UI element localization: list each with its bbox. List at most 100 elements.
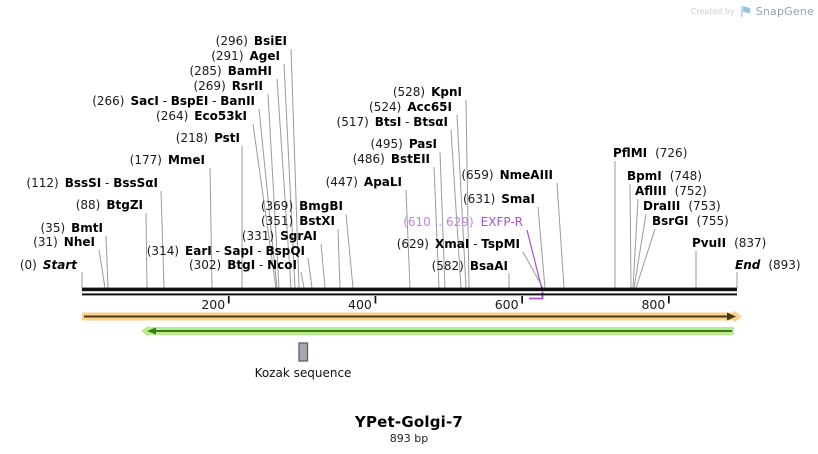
enzyme-name: NmeAIII [499, 168, 553, 182]
primer-leader-EXFP-R [526, 229, 544, 292]
leader-line-NheI [98, 249, 106, 289]
map-length-label: 893 bp [389, 432, 429, 445]
enzyme-name: End [735, 258, 761, 272]
primer-range: (610 .. 629) [403, 215, 474, 229]
snapgene-watermark: Created by SnapGene [691, 5, 814, 18]
site-label-BsiEI: (296) BsiEI [216, 35, 287, 48]
enzyme-name: PasI [408, 137, 437, 151]
site-label-BtgI-NcoI: (302) BtgI - NcoI [189, 259, 297, 272]
primer-label-EXFP-R: (610 .. 629) EXFP-R [403, 216, 523, 229]
site-position: (369) [260, 199, 294, 213]
leader-line-BstXI [337, 228, 341, 289]
enzyme-name: BamHI [227, 64, 272, 78]
site-label-DraIII: DraIII (753) [643, 200, 721, 213]
site-position: (266) [92, 94, 125, 108]
primer-name: EXFP-R [480, 215, 523, 229]
leader-line-BpmI [629, 183, 632, 289]
leader-line-Acc65I [456, 114, 467, 289]
site-position: (629) [396, 237, 429, 251]
site-label-BmtI: (35) BmtI [41, 222, 104, 235]
site-position: (291) [211, 49, 244, 63]
site-label-SgrAI: (331) SgrAI [242, 230, 317, 243]
site-position: (582) [431, 259, 464, 273]
site-label-BtsI-BtsαI: (517) BtsI - BtsαI [337, 116, 448, 129]
enzyme-name: BspQI [265, 244, 305, 258]
site-position: (302) [188, 258, 222, 272]
green-track-arrowhead [147, 327, 156, 335]
site-position: (35) [40, 221, 66, 235]
site-label-BsaAI: (582) BsaAI [432, 260, 508, 273]
site-label-PvuII: PvuII (837) [692, 237, 766, 250]
enzyme-name: BsrGI [652, 214, 689, 228]
site-position: (314) [146, 244, 180, 258]
enzyme-name: AgeI [249, 49, 280, 63]
site-position: (517) [336, 115, 369, 129]
leader-line-BtsI [450, 129, 462, 289]
site-position: (269) [193, 79, 226, 93]
site-position: (264) [156, 109, 189, 123]
site-position: (524) [369, 100, 402, 114]
created-by-text: Created by [690, 7, 735, 16]
orange-track-arrowhead [727, 312, 736, 321]
site-label-EarI-SapI-BspQI: (314) EarI - SapI - BspQI [147, 245, 305, 258]
site-label-NheI: (31) NheI [33, 236, 95, 249]
enzyme-name: DraIII [643, 199, 681, 213]
site-position: (726) [655, 146, 688, 160]
enzyme-name: RsrII [231, 79, 263, 93]
site-label-Start: (0) Start [20, 259, 77, 272]
site-label-BstEII: (486) BstEII [353, 153, 430, 166]
enzyme-name: ApaLI [363, 175, 402, 189]
ruler-tick-label: 200 [201, 297, 225, 312]
enzyme-name: BmgBI [299, 199, 343, 213]
kozak-sequence-marker [298, 342, 309, 362]
enzyme-name: AflIII [635, 184, 667, 198]
site-position: (447) [325, 175, 358, 189]
leader-line-BstEII [433, 166, 440, 289]
enzyme-name: BsaAI [469, 259, 508, 273]
enzyme-name: BtsαI [413, 115, 448, 129]
separator: - [158, 94, 171, 108]
site-label-RsrII: (269) RsrII [193, 80, 263, 93]
leader-line-SgrAI [320, 243, 326, 289]
separator: - [255, 258, 268, 272]
sequence-line-top [82, 287, 737, 292]
leader-line-MmeI [209, 167, 213, 289]
site-position: (177) [129, 153, 162, 167]
site-position: (285) [189, 64, 222, 78]
separator: - [208, 94, 221, 108]
leader-line-BamHI [276, 78, 292, 289]
site-label-PasI: (495) PasI [371, 138, 437, 151]
enzyme-name: Acc65I [407, 100, 452, 114]
site-position: (659) [461, 168, 494, 182]
leader-line-PasI [439, 151, 446, 289]
site-position: (631) [463, 192, 496, 206]
site-label-AflIII: AflIII (752) [635, 185, 707, 198]
site-label-SmaI: (631) SmaI [463, 193, 535, 206]
enzyme-name: BstXI [299, 214, 335, 228]
site-label-ApaLI: (447) ApaLI [326, 176, 402, 189]
ruler-tick [668, 296, 670, 304]
enzyme-name: SacI [130, 94, 159, 108]
site-label-Eco53kI: (264) Eco53kI [156, 110, 247, 123]
site-label-PflMI: PflMI (726) [613, 147, 687, 160]
site-position: (755) [696, 214, 729, 228]
enzyme-name: BspEI [170, 94, 209, 108]
leader-line-SmaI [537, 206, 546, 289]
enzyme-name: BtgI [227, 258, 256, 272]
kozak-sequence-label: Kozak sequence [254, 366, 352, 380]
ruler-tick [227, 296, 230, 304]
enzyme-name: SapI [223, 244, 254, 258]
sequence-line-bottom [82, 293, 737, 296]
site-position: (753) [688, 199, 721, 213]
enzyme-name: NcoI [267, 258, 297, 272]
site-label-BpmI: BpmI (748) [627, 170, 702, 183]
site-position: (748) [669, 169, 702, 183]
site-label-BmgBI: (369) BmgBI [261, 200, 343, 213]
enzyme-name: SgrAI [280, 229, 317, 243]
map-title: YPet-Golgi-7 [354, 413, 464, 431]
leader-line-DraIII [633, 213, 647, 289]
site-label-AgeI: (291) AgeI [211, 50, 280, 63]
site-position: (495) [370, 137, 403, 151]
green-track-glow-tip [141, 325, 149, 337]
site-label-KpnI: (528) KpnI [393, 86, 462, 99]
